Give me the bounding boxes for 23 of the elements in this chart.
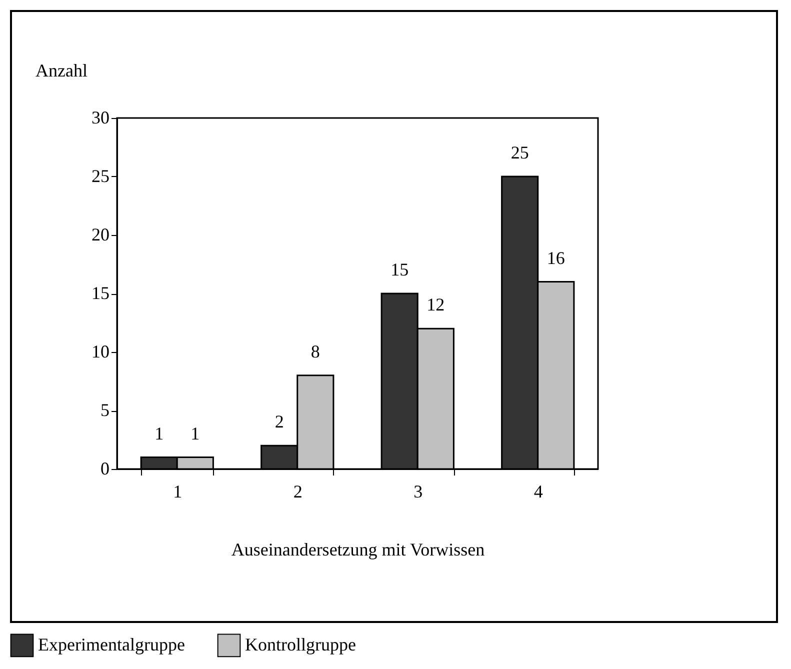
y-axis-title: Anzahl [36, 60, 88, 80]
data-label: 1 [154, 423, 164, 444]
y-tick-label: 5 [100, 400, 110, 420]
y-tick-label: 20 [92, 224, 110, 244]
y-tick-label: 15 [92, 283, 110, 303]
data-label: 2 [274, 412, 284, 432]
y-tick-label: 0 [100, 458, 110, 478]
y-tick-label: 25 [92, 166, 110, 186]
x-tick-label: 1 [173, 482, 182, 502]
data-label: 1 [190, 423, 200, 444]
x-axis-title: Auseinandersetzung mit Vorwissen [231, 540, 485, 560]
legend-label: Experimentalgruppe [38, 634, 185, 654]
y-tick-label: 30 [92, 108, 110, 128]
x-tick-label: 3 [414, 482, 423, 502]
data-label: 8 [310, 341, 320, 362]
y-tick-label: 10 [92, 342, 110, 362]
legend-label: Kontrollgruppe [245, 634, 356, 654]
data-label: 16 [546, 248, 565, 268]
data-label: 12 [426, 294, 445, 315]
data-label: 25 [510, 142, 529, 162]
x-tick-label: 2 [293, 482, 302, 502]
x-tick-label: 4 [534, 482, 543, 502]
data-label: 15 [390, 260, 409, 280]
